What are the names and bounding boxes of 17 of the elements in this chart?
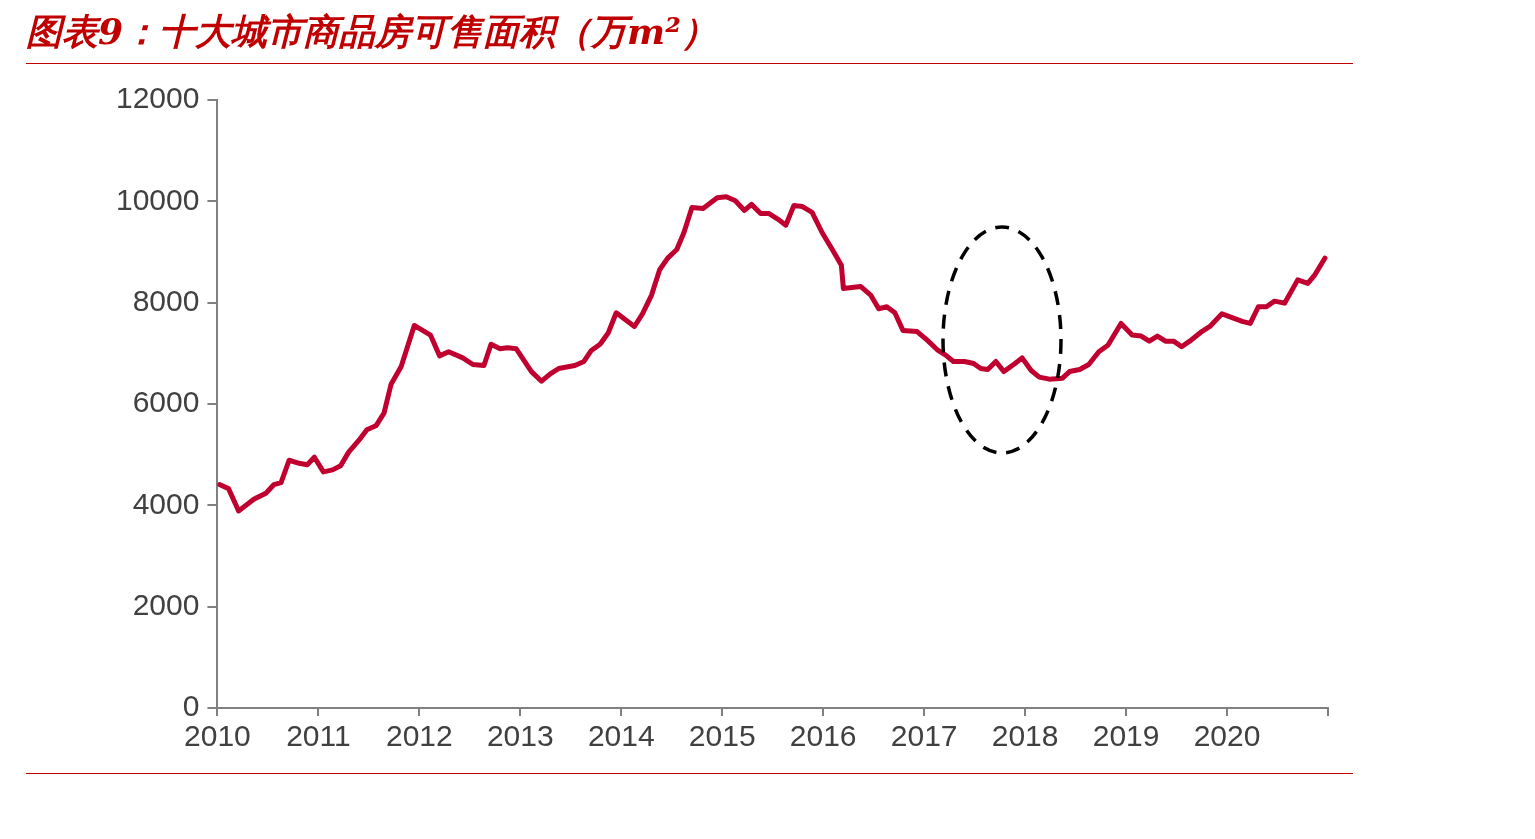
chart-title: 图表9：十大城市商品房可售面积（万m²）	[26, 10, 717, 52]
x-tick-label: 2015	[688, 719, 756, 753]
x-tick-label: 2019	[1092, 719, 1160, 753]
x-tick-label: 2018	[991, 719, 1059, 753]
x-tick-label: 2020	[1193, 719, 1261, 753]
x-tick-label: 2016	[789, 719, 857, 753]
y-tick-label: 6000	[132, 385, 200, 419]
y-tick-label: 8000	[132, 283, 200, 317]
y-tick-label: 10000	[115, 182, 200, 216]
x-tick-label: 2017	[890, 719, 958, 753]
y-tick-label: 12000	[115, 81, 200, 115]
y-tick-label: 4000	[132, 486, 200, 520]
x-tick-label: 2011	[286, 719, 351, 753]
x-tick-label: 2012	[385, 719, 453, 753]
x-tick-label: 2014	[587, 719, 655, 753]
y-tick-label: 2000	[132, 587, 200, 621]
x-tick-label: 2013	[486, 719, 554, 753]
